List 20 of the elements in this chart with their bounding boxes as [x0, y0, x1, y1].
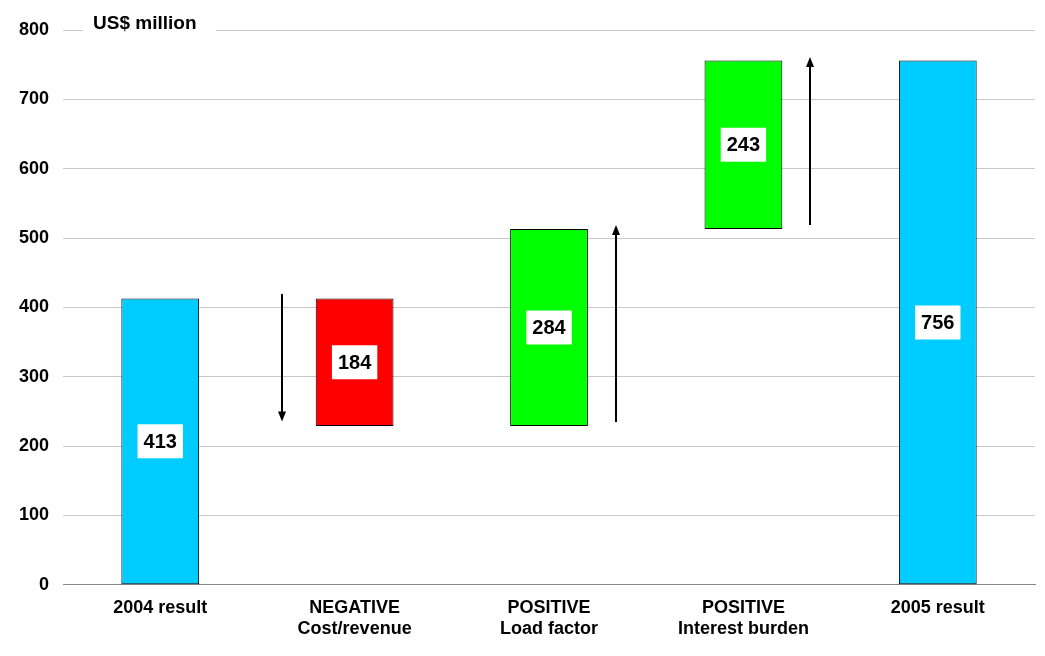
y-tick-label: 200 [18, 435, 50, 456]
data-label: 756 [921, 310, 955, 333]
y-tick-label: 0 [39, 573, 50, 594]
x-tick-label: POSITIVE Load factor [500, 596, 599, 639]
x-tick-label: NEGATIVE Cost/revenue [297, 596, 412, 639]
x-tick-label: 2004 result [113, 596, 208, 617]
y-tick-label: 300 [18, 365, 50, 386]
data-label: 184 [337, 350, 373, 373]
y-tick-label: 500 [18, 227, 50, 248]
x-tick-label: 2005 result [890, 596, 985, 617]
y-tick-label: 100 [18, 504, 50, 525]
data-label: 243 [726, 133, 761, 156]
y-tick-label: 400 [18, 296, 50, 317]
y-tick-label: 800 [18, 18, 50, 39]
data-label: 284 [532, 316, 567, 339]
y-tick-label: 600 [18, 157, 50, 178]
data-label: 413 [143, 429, 177, 452]
x-tick-label: POSITIVE Interest burden [677, 596, 809, 639]
y-axis-title: US$ million [93, 12, 197, 34]
y-tick-label: 700 [18, 88, 50, 109]
